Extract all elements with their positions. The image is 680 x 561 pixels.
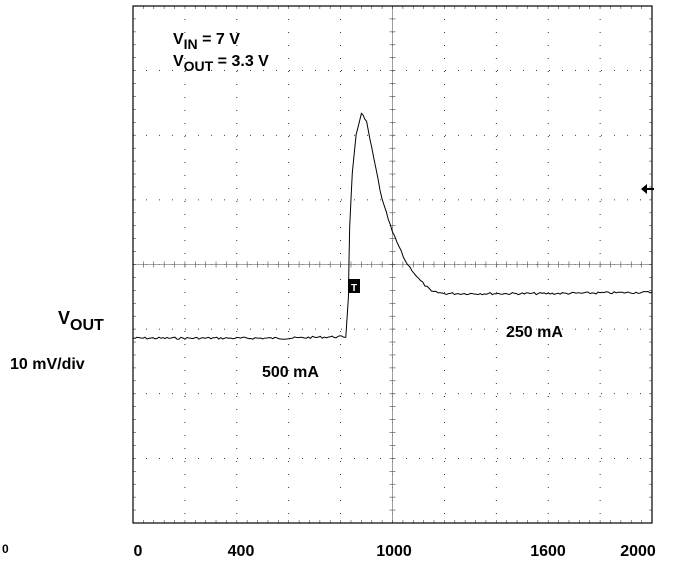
vin-label: VIN = 7 V bbox=[173, 31, 240, 52]
corner-label: 0 bbox=[2, 542, 9, 556]
trigger-marker-label: T bbox=[351, 283, 357, 294]
reference-arrow-icon bbox=[641, 184, 654, 194]
scale-label: 10 mV/div bbox=[10, 356, 85, 373]
load-before-label: 500 mA bbox=[262, 364, 319, 381]
plot-frame bbox=[132, 5, 653, 524]
grid bbox=[132, 5, 653, 524]
x-tick-label-1600: 1600 bbox=[530, 543, 566, 560]
channel-label: VOUT bbox=[58, 308, 104, 334]
x-tick-label-1000: 1000 bbox=[376, 543, 412, 560]
trigger-marker: T bbox=[348, 279, 360, 294]
x-tick-label-2000: 2000 bbox=[620, 543, 656, 560]
x-tick-label-400: 400 bbox=[228, 543, 255, 560]
vout-setting-label: VOUT = 3.3 V bbox=[173, 53, 269, 74]
vout-trace bbox=[132, 112, 653, 340]
x-tick-label-0: 0 bbox=[134, 543, 143, 560]
load-after-label: 250 mA bbox=[506, 324, 563, 341]
